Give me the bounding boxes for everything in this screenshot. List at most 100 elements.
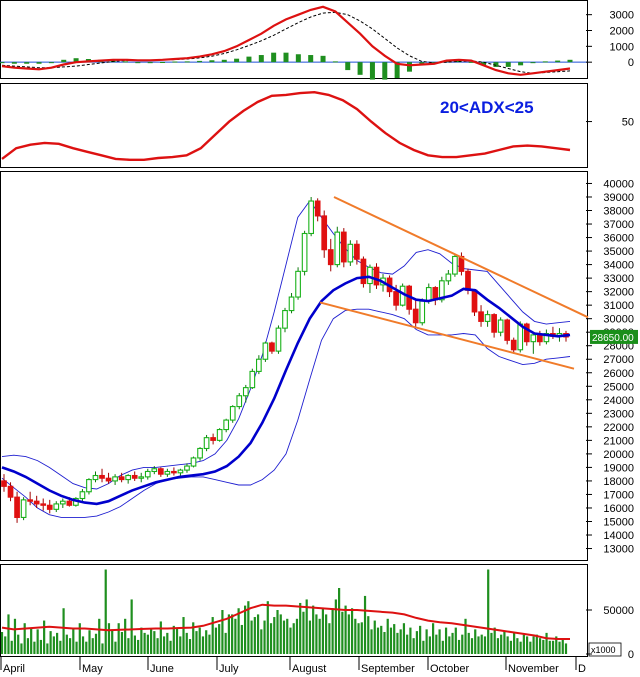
volume-bar bbox=[480, 634, 483, 654]
macd-histogram-bar bbox=[505, 62, 511, 67]
candle-bearish bbox=[27, 499, 33, 502]
x-axis-label: June bbox=[150, 663, 174, 675]
volume-bar bbox=[289, 627, 292, 654]
volume-bar bbox=[244, 605, 247, 654]
macd-line bbox=[1, 5, 571, 76]
x-axis-label: October bbox=[430, 663, 469, 675]
volume-bar bbox=[545, 632, 548, 654]
candle-bullish bbox=[425, 287, 432, 302]
volume-bar bbox=[137, 639, 140, 654]
volume-bar bbox=[185, 632, 188, 654]
volume-bar bbox=[231, 614, 234, 654]
volume-bar bbox=[419, 625, 422, 654]
candle-bearish bbox=[412, 308, 419, 324]
candle-bullish bbox=[543, 332, 550, 343]
volume-bar bbox=[496, 638, 500, 654]
price-tick-label: 18000 bbox=[603, 476, 634, 488]
candle-bearish bbox=[210, 437, 216, 441]
candle-bearish bbox=[131, 474, 138, 479]
candle-bearish bbox=[327, 249, 334, 266]
volume-bar bbox=[221, 610, 224, 654]
macd-histogram-bar bbox=[172, 61, 178, 63]
macd-histogram-bar bbox=[48, 62, 54, 64]
volume-bar bbox=[253, 617, 256, 654]
candle-bullish bbox=[59, 500, 66, 505]
volume-bar bbox=[263, 620, 266, 654]
volume-panel: x1000 50000 0 bbox=[0, 569, 634, 661]
candle-bearish bbox=[157, 468, 164, 475]
volume-bar bbox=[10, 640, 13, 654]
macd-histogram-bar bbox=[147, 62, 153, 64]
volume-bar bbox=[175, 627, 179, 654]
candle-bullish bbox=[497, 319, 504, 333]
candle-bullish bbox=[419, 300, 426, 324]
price-tick-label: 19000 bbox=[603, 462, 634, 474]
volume-bar bbox=[399, 629, 402, 654]
volume-bar bbox=[483, 636, 487, 654]
volume-bar bbox=[376, 627, 380, 654]
price-tick-label: 36000 bbox=[603, 233, 634, 245]
candle-bearish bbox=[537, 334, 543, 343]
volume-bar bbox=[389, 627, 393, 654]
candle-bullish bbox=[144, 470, 151, 478]
candle-bullish bbox=[367, 266, 373, 285]
macd-histogram-bar bbox=[481, 62, 487, 66]
volume-unit-box bbox=[588, 642, 622, 657]
volume-unit-label: x1000 bbox=[591, 645, 616, 655]
candle-bearish bbox=[510, 339, 517, 351]
volume-bar bbox=[519, 641, 522, 654]
volume-bar bbox=[350, 608, 354, 654]
volume-bar bbox=[179, 636, 182, 654]
volume-bar bbox=[130, 599, 133, 654]
macd-histogram-bar bbox=[567, 59, 573, 63]
volume-bar bbox=[415, 631, 418, 654]
volume-bar bbox=[143, 632, 146, 654]
candle-bearish bbox=[471, 289, 478, 313]
volume-bar bbox=[328, 623, 331, 654]
candle-bullish bbox=[151, 468, 158, 473]
price-tick-label: 15000 bbox=[603, 516, 634, 528]
candle-bullish bbox=[177, 469, 184, 474]
macd-histogram-bar bbox=[221, 59, 227, 63]
current-price-box bbox=[590, 329, 638, 344]
volume-bar bbox=[146, 634, 149, 654]
candle-bullish bbox=[164, 470, 171, 475]
volume-bar bbox=[532, 636, 535, 654]
volume-bar bbox=[127, 638, 130, 654]
x-axis-label: August bbox=[292, 663, 326, 675]
price-tick-label: 13000 bbox=[603, 544, 634, 556]
candle-bearish bbox=[66, 500, 73, 506]
macd-histogram-bar bbox=[246, 56, 252, 63]
adx-panel: 20<ADX<25 50 bbox=[1, 90, 634, 161]
candle-bullish bbox=[438, 280, 445, 301]
candle-bullish bbox=[79, 491, 86, 500]
candle-bearish bbox=[105, 477, 112, 482]
candle-bearish bbox=[373, 266, 380, 286]
volume-bar bbox=[65, 634, 68, 654]
volume-bar bbox=[396, 632, 399, 654]
candle-bearish bbox=[40, 503, 47, 506]
macd-histogram-bar bbox=[122, 61, 128, 63]
price-tick-label: 32000 bbox=[603, 287, 634, 299]
volume-bar bbox=[302, 611, 305, 654]
volume-bar bbox=[62, 608, 65, 654]
macd-histogram-bar bbox=[197, 60, 203, 63]
volume-bar bbox=[30, 627, 33, 654]
bollinger-lower-band bbox=[1, 308, 571, 518]
candle-bearish bbox=[504, 319, 511, 341]
volume-bar bbox=[555, 636, 558, 654]
macd-histogram-bar bbox=[382, 62, 388, 80]
volume-bar bbox=[52, 636, 55, 654]
price-tick-label: 22000 bbox=[603, 422, 634, 434]
volume-bar bbox=[305, 599, 308, 654]
macd-histogram-bar bbox=[160, 62, 166, 64]
price-tick-label: 38000 bbox=[603, 206, 634, 218]
candle-bullish bbox=[92, 474, 99, 481]
candle-bullish bbox=[275, 327, 282, 352]
candle-bullish bbox=[112, 476, 118, 482]
volume-bar bbox=[75, 641, 78, 654]
volume-bar bbox=[85, 641, 88, 654]
volume-bar bbox=[438, 629, 441, 654]
macd-histogram-bar bbox=[308, 55, 314, 63]
